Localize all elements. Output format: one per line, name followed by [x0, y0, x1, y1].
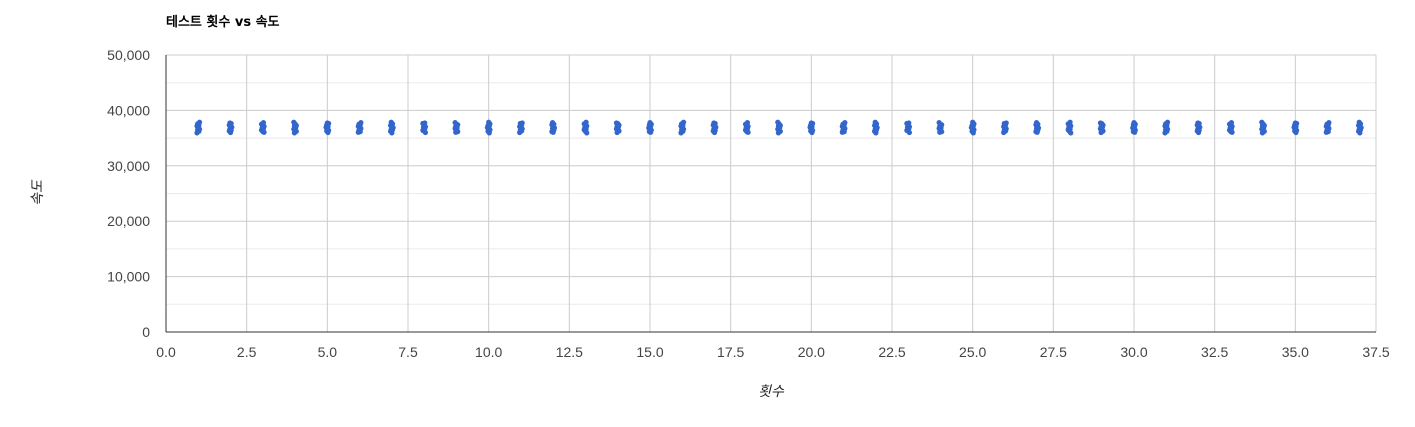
data-point — [1259, 119, 1265, 125]
x-axis-title: 횟수 — [758, 384, 785, 400]
data-point — [1326, 119, 1332, 126]
y-tick-label: 40,000 — [107, 102, 150, 118]
x-tick-label: 5.0 — [318, 344, 338, 360]
y-tick-label: 10,000 — [107, 269, 150, 285]
x-tick-label: 37.5 — [1362, 344, 1389, 360]
data-point — [1067, 119, 1073, 125]
data-point — [1033, 119, 1040, 126]
y-axis-title: 속도 — [30, 179, 46, 206]
x-tick-label: 15.0 — [636, 344, 663, 360]
data-point — [422, 120, 428, 126]
data-point — [388, 119, 394, 125]
data-point — [808, 120, 814, 126]
data-point — [519, 120, 525, 126]
data-point — [1195, 120, 1201, 126]
data-point — [486, 119, 492, 125]
x-tick-label: 22.5 — [878, 344, 905, 360]
x-tick-label: 25.0 — [959, 344, 986, 360]
y-tick-label: 0 — [142, 324, 150, 340]
x-tick-label: 30.0 — [1120, 344, 1147, 360]
data-point — [970, 119, 976, 125]
x-tick-label: 17.5 — [717, 344, 744, 360]
x-tick-label: 32.5 — [1201, 344, 1228, 360]
data-point — [549, 119, 556, 126]
data-point — [906, 120, 912, 126]
data-point — [1356, 119, 1362, 125]
data-point — [196, 119, 203, 125]
x-tick-label: 12.5 — [556, 344, 583, 360]
data-point — [291, 119, 297, 125]
x-tick-label: 27.5 — [1040, 344, 1067, 360]
x-tick-label: 35.0 — [1282, 344, 1309, 360]
x-tick-label: 2.5 — [237, 344, 257, 360]
data-point — [872, 119, 878, 125]
data-point — [936, 119, 942, 126]
data-point — [842, 119, 848, 126]
data-point — [1228, 119, 1235, 126]
chart-title: 테스트 횟수 vs 속도 — [166, 15, 280, 30]
x-tick-label: 7.5 — [398, 344, 418, 360]
data-point — [358, 119, 364, 126]
data-point — [324, 120, 330, 126]
axes: 0 10,000 20,000 30,000 40,000 50,000 0.0 2.5 5.0… — [107, 47, 1390, 360]
data-point — [647, 119, 653, 126]
data-point — [775, 119, 781, 125]
y-tick-label: 50,000 — [107, 47, 150, 63]
data-point — [680, 119, 687, 125]
data-point — [452, 119, 458, 126]
data-point — [711, 120, 717, 126]
x-tick-label: 0.0 — [156, 344, 176, 360]
data-point — [1097, 120, 1104, 126]
data-point — [1003, 120, 1009, 126]
x-tick-label: 20.0 — [798, 344, 825, 360]
y-tick-label: 30,000 — [107, 158, 150, 174]
x-tick-label: 10.0 — [475, 344, 502, 360]
data-point — [227, 120, 233, 126]
data-point — [583, 119, 589, 125]
data-points — [194, 119, 1364, 136]
data-point — [613, 120, 620, 126]
y-tick-label: 20,000 — [107, 213, 150, 229]
data-point — [1131, 119, 1137, 126]
grid — [166, 54, 1377, 332]
data-point — [1164, 119, 1171, 125]
data-point — [260, 119, 267, 126]
data-point — [1292, 120, 1298, 126]
data-point — [744, 119, 751, 126]
